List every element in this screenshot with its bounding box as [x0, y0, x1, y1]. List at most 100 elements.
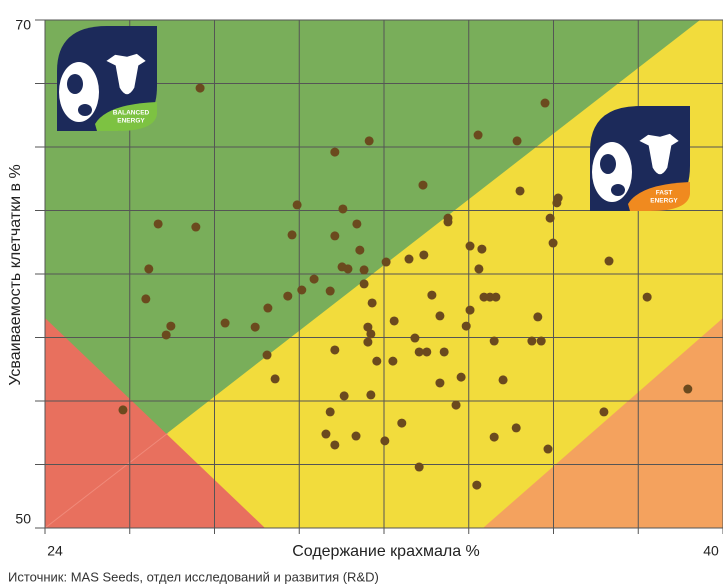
points: [118, 83, 693, 490]
point: [498, 375, 508, 385]
point: [489, 432, 499, 442]
point: [363, 337, 373, 347]
point: [443, 217, 453, 227]
point: [419, 250, 429, 260]
cow-head: [636, 132, 682, 176]
point: [439, 347, 449, 357]
point: [512, 136, 522, 146]
low-zone: [45, 318, 265, 528]
point: [359, 279, 369, 289]
badge-label: ENERGY: [650, 198, 678, 205]
point: [683, 384, 693, 394]
point: [533, 312, 543, 322]
point: [321, 429, 331, 439]
point: [511, 423, 521, 433]
point: [435, 378, 445, 388]
point: [325, 407, 335, 417]
point: [191, 222, 201, 232]
point: [381, 257, 391, 267]
cow-head: [103, 52, 149, 96]
point: [599, 407, 609, 417]
point: [220, 318, 230, 328]
point: [366, 390, 376, 400]
point: [270, 374, 280, 384]
point: [435, 311, 445, 321]
point: [355, 245, 365, 255]
point: [491, 292, 501, 302]
point: [414, 347, 424, 357]
point: [325, 286, 335, 296]
cow-spot: [78, 104, 92, 116]
grid: 24 40 50 70: [15, 17, 723, 559]
point: [536, 336, 546, 346]
point: [141, 294, 151, 304]
badge-label: FAST: [656, 190, 673, 197]
badge-label: ENERGY: [117, 118, 145, 125]
point: [474, 264, 484, 274]
point: [372, 356, 382, 366]
cow-spot: [611, 184, 625, 196]
point: [410, 333, 420, 343]
point: [343, 264, 353, 274]
point: [351, 431, 361, 441]
cow-spot: [600, 154, 616, 174]
point: [451, 400, 461, 410]
point: [309, 274, 319, 284]
point: [166, 321, 176, 331]
point: [389, 316, 399, 326]
point: [297, 285, 307, 295]
point: [422, 347, 432, 357]
point: [540, 98, 550, 108]
point: [418, 180, 428, 190]
point: [359, 265, 369, 275]
point: [527, 336, 537, 346]
point: [263, 303, 273, 313]
point: [380, 436, 390, 446]
banner: [628, 182, 690, 211]
point: [388, 356, 398, 366]
point: [427, 290, 437, 300]
source: Источник: MAS Seeds, отдел исследований …: [8, 569, 379, 584]
point: [473, 130, 483, 140]
y-axis-title: Усваиваемость клетчатки в %: [7, 164, 24, 385]
point: [552, 198, 562, 208]
point: [161, 330, 171, 340]
banner: [95, 102, 157, 131]
y-tick-label: 70: [15, 17, 31, 33]
point: [364, 136, 374, 146]
point: [604, 256, 614, 266]
zone-edge: [45, 432, 169, 528]
point: [477, 244, 487, 254]
point: [262, 350, 272, 360]
point: [465, 305, 475, 315]
point: [456, 372, 466, 382]
point: [461, 321, 471, 331]
point: [548, 238, 558, 248]
point: [118, 405, 128, 415]
x-tick-label: 40: [703, 543, 719, 559]
point: [543, 444, 553, 454]
point: [515, 186, 525, 196]
point: [195, 83, 205, 93]
point: [283, 291, 293, 301]
point: [352, 219, 362, 229]
cow-spot: [67, 74, 83, 94]
point: [250, 322, 260, 332]
point: [367, 298, 377, 308]
point: [404, 254, 414, 264]
point: [292, 200, 302, 210]
point: [153, 219, 163, 229]
badge-label: BALANCED: [113, 110, 150, 117]
point: [642, 292, 652, 302]
high-starch-zone: [483, 318, 723, 528]
point: [330, 440, 340, 450]
point: [472, 480, 482, 490]
point: [330, 231, 340, 241]
point: [465, 241, 475, 251]
point: [330, 345, 340, 355]
point: [489, 336, 499, 346]
point: [287, 230, 297, 240]
